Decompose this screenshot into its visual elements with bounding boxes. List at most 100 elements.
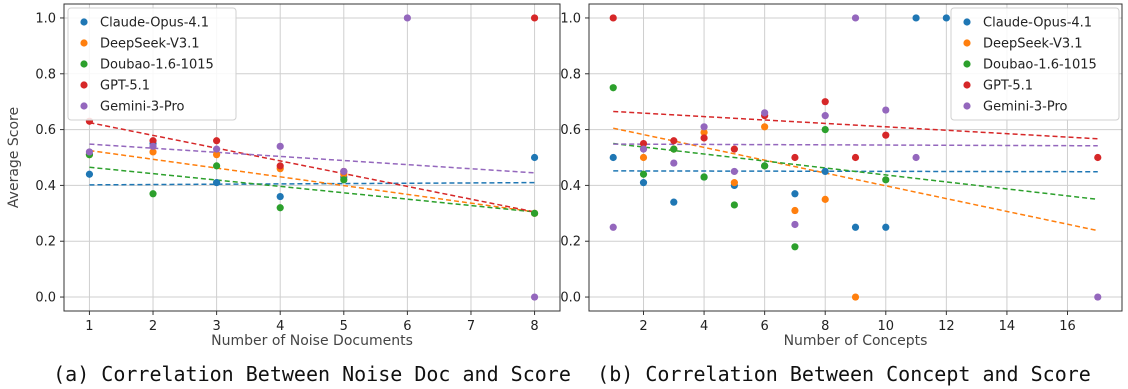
trend-line-doubao-1-6-1015 [89,166,535,213]
x-tick-label: 12 [938,319,955,334]
legend-label-gpt-5-1: GPT-5.1 [983,79,1033,94]
x-tick-label: 6 [403,319,411,334]
data-point-gemini-3-pro [912,153,920,162]
panel-noise-docs: 1 2 3 4 5 6 7 8 0.0 0.2 0.4 0.6 0.8 1.0 Number of Nois… [6,3,561,349]
data-point-gemini-3-pro [403,14,411,22]
y-tick-label: 0.8 [35,67,56,82]
data-point-deepseek-v3-1 [213,151,221,159]
data-point-gpt-5-1 [700,134,708,142]
x-axis-title: Number of Concepts [784,333,928,349]
y-tick-label: 0.4 [560,179,581,194]
x-tick-label: 7 [467,319,475,334]
data-point-gemini-3-pro [791,220,799,229]
legend-marker-doubao-1-6-1015 [80,60,88,68]
y-tick-label: 1.0 [560,11,581,26]
legend-marker-gemini-3-pro [963,102,971,110]
data-point-deepseek-v3-1 [821,195,829,203]
legend-box [950,7,1120,121]
x-tick-label: 10 [878,319,895,334]
data-point-claude-opus-4-1 [213,179,221,187]
data-point-claude-opus-4-1 [942,14,950,22]
trend-line-gemini-3-pro [613,143,1098,147]
data-point-gemini-3-pro [609,223,617,231]
trend-line-deepseek-v3-1 [613,127,1098,232]
data-point-gpt-5-1 [791,153,799,162]
x-tick-label: 4 [700,319,708,334]
y-axis-title: Average Score [6,107,22,208]
y-tick-label: 0.4 [35,179,56,194]
x-tick-label: 6 [761,319,769,334]
data-point-gpt-5-1 [882,131,890,139]
data-point-doubao-1-6-1015 [213,162,221,170]
x-axis-title: Number of Noise Documents [211,333,413,349]
data-point-claude-opus-4-1 [670,198,678,206]
data-point-doubao-1-6-1015 [639,170,648,178]
data-point-doubao-1-6-1015 [761,162,769,170]
trend-line-gemini-3-pro [89,143,535,174]
data-point-gemini-3-pro [276,142,284,150]
data-point-gemini-3-pro [213,145,221,153]
data-point-deepseek-v3-1 [761,123,769,131]
x-tick-label: 1 [85,319,93,334]
data-point-deepseek-v3-1 [791,206,799,215]
data-point-gemini-3-pro [851,14,860,22]
y-tick-label: 0.8 [560,67,581,82]
data-point-doubao-1-6-1015 [609,84,617,92]
data-point-doubao-1-6-1015 [730,201,738,209]
data-point-gpt-5-1 [609,14,617,22]
data-point-doubao-1-6-1015 [276,204,284,212]
legend-marker-gemini-3-pro [80,102,88,110]
legend-label-gemini-3-pro: Gemini-3-Pro [983,100,1068,115]
legend-label-deepseek-v3-1: DeepSeek-V3.1 [983,37,1083,52]
legend-marker-deepseek-v3-1 [963,39,971,47]
legend-label-claude-opus-4-1: Claude-Opus-4.1 [100,16,209,31]
data-point-gemini-3-pro [882,106,890,114]
caption-a: (a) Correlation Between Noise Doc and Sc… [53,362,571,386]
data-point-gpt-5-1 [670,137,678,145]
y-tick-label: 0.2 [560,235,581,250]
data-point-claude-opus-4-1 [791,190,799,198]
data-point-gpt-5-1 [851,153,860,162]
trend-line-doubao-1-6-1015 [613,142,1098,201]
y-tick-label: 1.0 [35,11,56,26]
data-point-claude-opus-4-1 [276,192,284,201]
x-tick-label: 14 [999,319,1016,334]
x-tick-label: 16 [1059,319,1076,334]
data-point-gemini-3-pro [1094,293,1102,301]
data-point-claude-opus-4-1 [882,223,890,231]
data-point-gpt-5-1 [639,139,648,148]
data-point-deepseek-v3-1 [700,128,708,136]
data-point-deepseek-v3-1 [149,148,157,156]
data-point-gemini-3-pro [149,142,157,150]
data-point-gpt-5-1 [821,98,829,106]
legend-marker-claude-opus-4-1 [80,18,88,26]
legend-label-doubao-1-6-1015: Doubao-1.6-1015 [983,58,1097,73]
legend-label-deepseek-v3-1: DeepSeek-V3.1 [100,37,200,52]
data-point-doubao-1-6-1015 [882,176,890,184]
caption-b: (b) Correlation Between Concept and Scor… [597,362,1091,386]
legend: Claude-Opus-4.1 DeepSeek-V3.1 Doubao-1.6-1… [950,7,1120,121]
data-point-gpt-5-1 [530,14,539,22]
data-point-doubao-1-6-1015 [149,190,157,198]
data-point-gpt-5-1 [276,162,284,170]
legend-marker-doubao-1-6-1015 [963,60,971,68]
legend: Claude-Opus-4.1 DeepSeek-V3.1 Doubao-1.6-1… [67,7,237,121]
data-point-doubao-1-6-1015 [340,176,348,184]
legend-label-doubao-1-6-1015: Doubao-1.6-1015 [100,58,214,73]
data-point-deepseek-v3-1 [730,179,738,187]
data-point-gemini-3-pro [700,123,708,131]
data-point-claude-opus-4-1 [821,167,829,176]
data-point-gpt-5-1 [149,137,157,145]
y-tick-label: 0.6 [560,123,581,138]
data-point-doubao-1-6-1015 [670,145,678,153]
data-point-gemini-3-pro [670,159,678,167]
plot-frame [63,3,561,312]
data-point-doubao-1-6-1015 [791,243,799,251]
legend-marker-deepseek-v3-1 [80,39,88,47]
data-point-claude-opus-4-1 [851,223,860,231]
y-tick-label: 0.0 [35,291,56,306]
data-point-deepseek-v3-1 [851,293,860,301]
y-tick-label: 0.0 [560,291,581,306]
data-point-claude-opus-4-1 [912,14,920,22]
trend-line-gpt-5-1 [89,121,535,213]
